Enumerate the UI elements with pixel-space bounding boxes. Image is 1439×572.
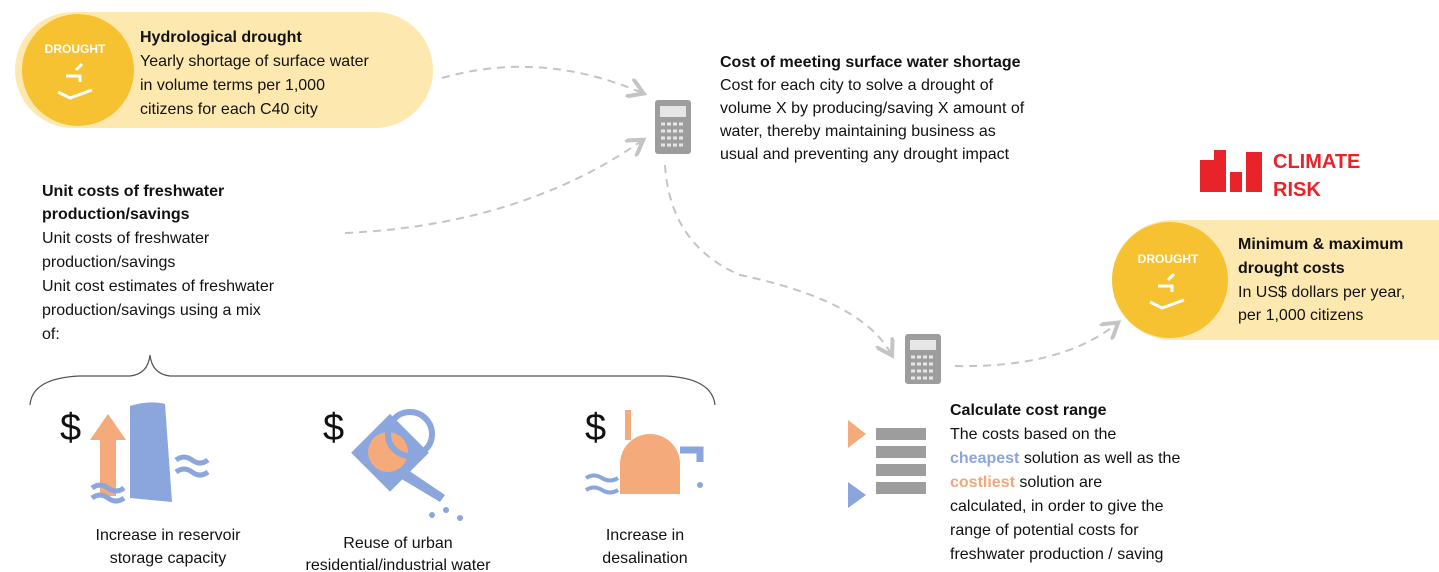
desc: per 1,000 citizens [1238, 307, 1363, 324]
arrow [442, 67, 640, 92]
arrow [955, 325, 1115, 366]
cost-range-description: The costs based on the cheapest solution … [950, 426, 1180, 563]
desc: of: [42, 326, 60, 343]
badge: DROUGHT [1138, 252, 1199, 266]
desc: in volume terms per 1,000 [140, 77, 325, 94]
option-reservoir: $ Increase in reservoir storage capacity [60, 402, 241, 567]
brace [30, 355, 715, 405]
title: Minimum & maximum [1238, 236, 1403, 253]
label: desalination [602, 550, 687, 567]
option-reuse: $ Reuse of urban residential/industrial … [306, 407, 492, 572]
desc: Cost for each city to solve a drought of [720, 77, 994, 94]
desc: range of potential costs for [950, 522, 1139, 539]
desc: In US$ dollars per year, [1238, 284, 1405, 301]
desc: Unit costs of freshwater [42, 230, 210, 247]
desc: production/savings [42, 254, 175, 271]
highlight: cheapest [950, 450, 1020, 467]
highlight: costliest [950, 474, 1016, 491]
desc: volume X by producing/saving X amount of [720, 100, 1025, 117]
desc: usual and preventing any drought impact [720, 146, 1010, 163]
label: Increase in reservoir [96, 527, 242, 544]
title: drought costs [1238, 260, 1345, 277]
label: RISK [1273, 179, 1321, 201]
arrow [665, 165, 890, 352]
desc: freshwater production / saving [950, 546, 1163, 563]
calculator-icon [905, 334, 941, 384]
text-segment: The costs based on the [950, 426, 1116, 443]
text-segment: solution as well as the [1019, 450, 1180, 467]
label: CLIMATE [1273, 151, 1360, 173]
arrow [345, 142, 640, 233]
hydrological-drought: DROUGHT Hydrological drought Yearly shor… [15, 12, 433, 128]
title: Hydrological drought [140, 29, 302, 46]
text-segment: solution are [1015, 474, 1102, 491]
label: Increase in [606, 527, 684, 544]
diagram: DROUGHT Hydrological drought Yearly shor… [0, 0, 1439, 572]
symbol: $ [323, 407, 344, 449]
desc: Yearly shortage of surface water [140, 53, 370, 70]
desc: production/savings using a mix [42, 302, 261, 319]
list-icon [848, 420, 926, 508]
text-segment: freshwater production / saving [950, 546, 1163, 563]
desc: calculated, in order to give the [950, 498, 1164, 515]
label: Reuse of urban [343, 535, 452, 552]
badge: DROUGHT [45, 42, 106, 56]
desc: citizens for each C40 city [140, 101, 318, 118]
text-segment: range of potential costs for [950, 522, 1139, 539]
desc: cheapest solution as well as the [950, 450, 1180, 467]
label: residential/industrial water [306, 557, 492, 572]
climate-risk: CLIMATE RISK [1200, 150, 1360, 201]
drought-costs: DROUGHT Minimum & maximum drought costs … [1112, 220, 1439, 340]
title: production/savings [42, 206, 190, 223]
desc: costliest solution are [950, 474, 1102, 491]
symbol: $ [585, 407, 606, 449]
page: DROUGHT Hydrological drought Yearly shor… [0, 0, 1439, 572]
calculator-icon [655, 100, 691, 154]
symbol: $ [60, 407, 81, 449]
title: Calculate cost range [950, 402, 1107, 419]
desc: Unit cost estimates of freshwater [42, 278, 275, 295]
desc: The costs based on the [950, 426, 1116, 443]
desc: water, thereby maintaining business as [719, 123, 996, 140]
title: Cost of meeting surface water shortage [720, 54, 1021, 71]
label: storage capacity [110, 550, 227, 567]
text-segment: calculated, in order to give the [950, 498, 1164, 515]
title: Unit costs of freshwater [42, 183, 224, 200]
option-desalination: $ Increase in desalination [585, 407, 703, 567]
